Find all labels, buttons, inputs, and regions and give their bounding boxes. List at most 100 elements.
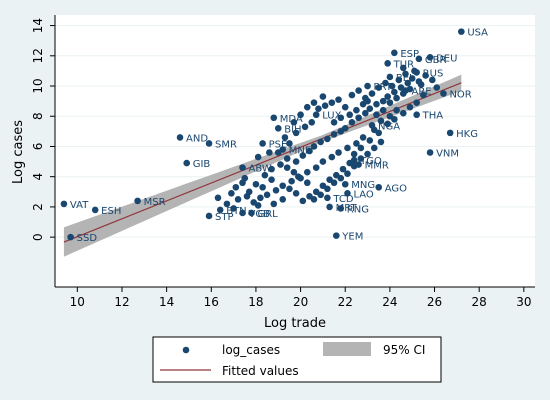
data-point <box>370 144 378 152</box>
legend-box <box>152 336 442 383</box>
data-point <box>286 185 293 193</box>
point-label-abw: ABW <box>249 164 272 175</box>
axes <box>54 15 535 288</box>
point-label-lao: LAO <box>353 189 373 200</box>
point-label-ssd: SSD <box>77 233 98 244</box>
data-point <box>422 72 429 79</box>
point-label-yem: YEM <box>341 232 363 243</box>
data-point-abw <box>239 164 246 171</box>
data-point <box>357 144 365 152</box>
data-point <box>353 106 360 114</box>
y-ticks: 0 2 4 6 8 10 12 14 <box>31 18 55 241</box>
data-point <box>230 205 237 212</box>
data-point-btn <box>216 206 224 214</box>
point-label-tha: THA <box>422 111 444 122</box>
y-tick-label: 12 <box>31 48 45 63</box>
data-point <box>393 94 400 102</box>
data-point-usa <box>458 28 465 35</box>
data-point <box>319 158 327 165</box>
data-point <box>283 164 291 171</box>
gridlines <box>55 25 535 238</box>
x-tick-label: 28 <box>472 295 487 309</box>
point-label-stp: STP <box>215 212 234 223</box>
data-point <box>223 200 231 208</box>
data-point <box>268 176 275 184</box>
point-label-lux: LUX <box>322 111 341 122</box>
data-point <box>277 161 284 168</box>
data-point <box>317 138 324 146</box>
data-point <box>391 88 398 96</box>
data-point-yem <box>333 232 340 239</box>
x-tick-label: 24 <box>382 295 397 309</box>
x-tick-label: 18 <box>248 295 263 309</box>
data-point <box>281 134 289 141</box>
data-point <box>335 149 342 156</box>
data-point <box>386 99 394 106</box>
point-label-bel: BEL <box>396 73 415 84</box>
y-tick-label: 4 <box>31 173 45 181</box>
data-point <box>310 99 318 106</box>
point-label-smr: SMR <box>215 139 237 150</box>
data-point <box>399 109 407 117</box>
data-point <box>346 111 353 119</box>
point-label-esh: ESH <box>101 206 121 217</box>
data-point <box>301 123 309 131</box>
data-point <box>364 150 371 158</box>
point-label-mmr: MMR <box>365 161 389 172</box>
data-point <box>382 79 389 87</box>
data-point <box>366 137 374 144</box>
x-tick-label: 12 <box>114 295 129 309</box>
point-label-mda: MDA <box>280 114 303 125</box>
data-point-vat <box>60 200 68 208</box>
data-point <box>315 105 322 112</box>
x-tick-label: 10 <box>70 295 85 309</box>
data-point-lao <box>344 190 351 197</box>
data-point <box>257 194 264 202</box>
data-point <box>290 118 298 126</box>
point-label-mng: MNG <box>351 180 375 191</box>
data-point <box>310 196 318 203</box>
data-point <box>254 202 262 209</box>
data-point <box>303 179 311 187</box>
y-tick-label: 2 <box>31 203 45 211</box>
y-tick-label: 6 <box>31 143 45 151</box>
data-point <box>433 84 441 91</box>
data-point <box>408 75 416 82</box>
data-point <box>344 170 351 177</box>
data-point-stp <box>205 212 213 220</box>
legend-label-points: log_cases <box>222 343 280 357</box>
y-tick-label: 8 <box>31 112 45 120</box>
data-point <box>239 179 246 187</box>
point-label-ago: AGO <box>385 183 407 194</box>
x-tick-label: 20 <box>293 295 308 309</box>
data-point <box>353 140 360 147</box>
ci-band <box>63 74 462 257</box>
point-label-esp: ESP <box>400 49 419 60</box>
data-point <box>335 96 342 103</box>
data-point <box>375 129 383 137</box>
data-point <box>384 120 391 128</box>
ci-band-area <box>63 74 462 257</box>
data-point <box>402 70 409 78</box>
data-point <box>214 194 222 202</box>
point-label-hkg: HKG <box>456 129 478 140</box>
data-point-tur <box>384 60 391 67</box>
x-ticks: 10 12 14 16 18 20 22 24 26 28 30 <box>70 287 531 309</box>
data-point <box>292 158 300 165</box>
data-point <box>368 90 376 97</box>
data-point-prt <box>364 82 371 90</box>
data-point <box>348 118 356 126</box>
data-point <box>279 196 287 203</box>
point-label-mrt: MRT <box>336 203 358 214</box>
data-point-mda <box>270 114 278 122</box>
data-point-smr <box>205 140 213 147</box>
data-point <box>266 149 273 156</box>
data-point <box>270 200 278 208</box>
point-label-grl: GRL <box>257 209 278 220</box>
data-point <box>330 118 338 126</box>
data-point <box>330 131 338 138</box>
data-point <box>288 177 295 185</box>
x-tick-label: 26 <box>427 295 442 309</box>
